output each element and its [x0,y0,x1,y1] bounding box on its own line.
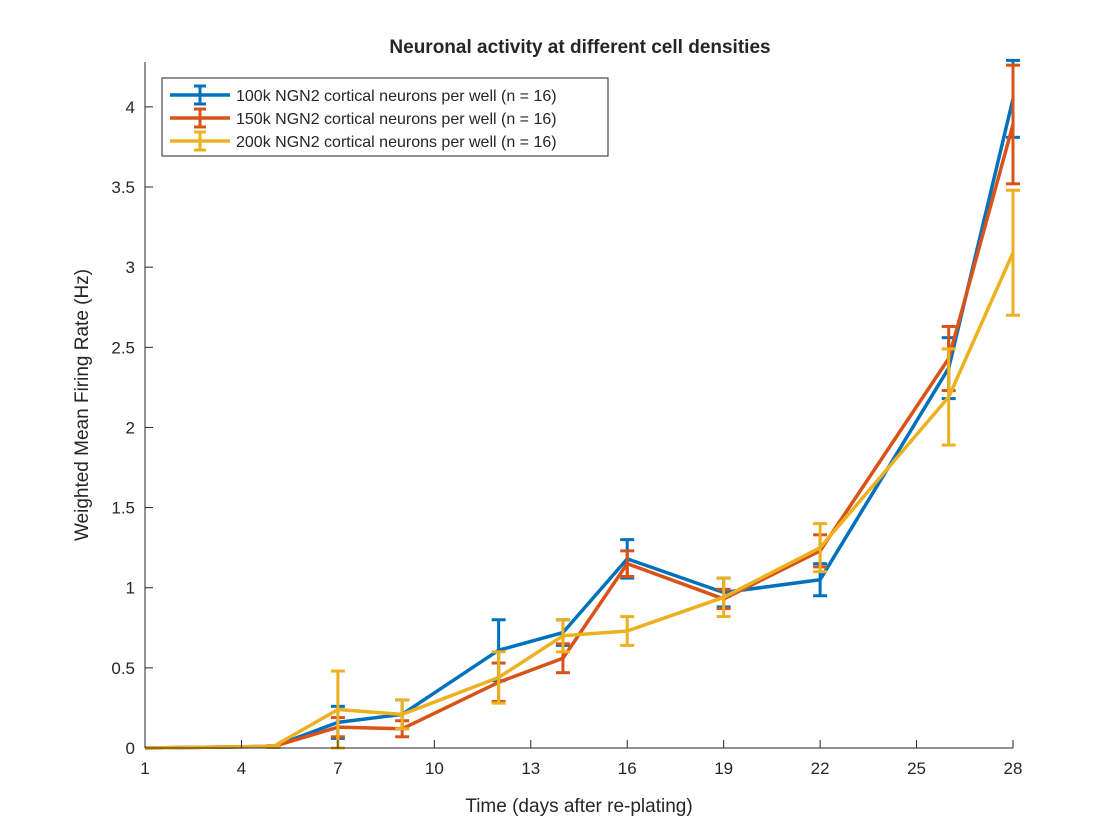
legend: 100k NGN2 cortical neurons per well (n =… [161,77,609,157]
x-tick-label: 25 [907,759,926,778]
x-axis-ticks: 1 4 7 10 13 16 19 22 25 28 [140,740,1022,778]
legend-label: 150k NGN2 cortical neurons per well (n =… [236,111,557,128]
x-tick-label: 4 [237,759,246,778]
x-tick-label: 28 [1004,759,1023,778]
y-axis-label: Weighted Mean Firing Rate (Hz) [72,269,93,541]
legend-entry-2: 150k NGN2 cortical neurons per well (n =… [170,107,557,129]
legend-entry-3: 200k NGN2 cortical neurons per well (n =… [170,130,557,152]
series-line [144,124,1015,750]
x-tick-label: 19 [714,759,733,778]
axes-box [145,62,1013,748]
y-tick-label: 2 [126,418,135,437]
y-axis-ticks: 0 0.5 1 1.5 2 2.5 3 3.5 4 [111,98,153,758]
legend-items: 100k NGN2 cortical neurons per well (n =… [170,84,557,152]
x-tick-label: 13 [521,759,540,778]
x-tick-label: 7 [333,759,342,778]
y-tick-label: 1.5 [111,499,135,518]
series-layer [144,58,1020,750]
legend-label: 100k NGN2 cortical neurons per well (n =… [236,88,557,105]
plot-area: 1 4 7 10 13 16 19 22 25 28 0 0.5 1 1.5 2 2.5 3 3.5 4 [111,58,1022,778]
y-tick-label: 3.5 [111,178,135,197]
x-tick-label: 10 [425,759,444,778]
y-tick-label: 0.5 [111,659,135,678]
series-line [144,252,1015,750]
x-tick-label: 22 [811,759,830,778]
y-tick-label: 1 [126,579,135,598]
x-tick-label: 16 [618,759,637,778]
legend-box [161,77,609,157]
y-tick-label: 3 [126,258,135,277]
legend-label: 200k NGN2 cortical neurons per well (n =… [236,134,557,151]
y-tick-label: 0 [126,739,135,758]
legend-entry-1: 100k NGN2 cortical neurons per well (n =… [170,84,557,106]
series-3 [144,188,1020,750]
y-tick-label: 2.5 [111,338,135,357]
chart-title: Neuronal activity at different cell dens… [389,37,770,58]
x-tick-label: 1 [140,759,149,778]
y-tick-label: 4 [126,98,135,117]
x-axis-label: Time (days after re-plating) [465,796,692,817]
